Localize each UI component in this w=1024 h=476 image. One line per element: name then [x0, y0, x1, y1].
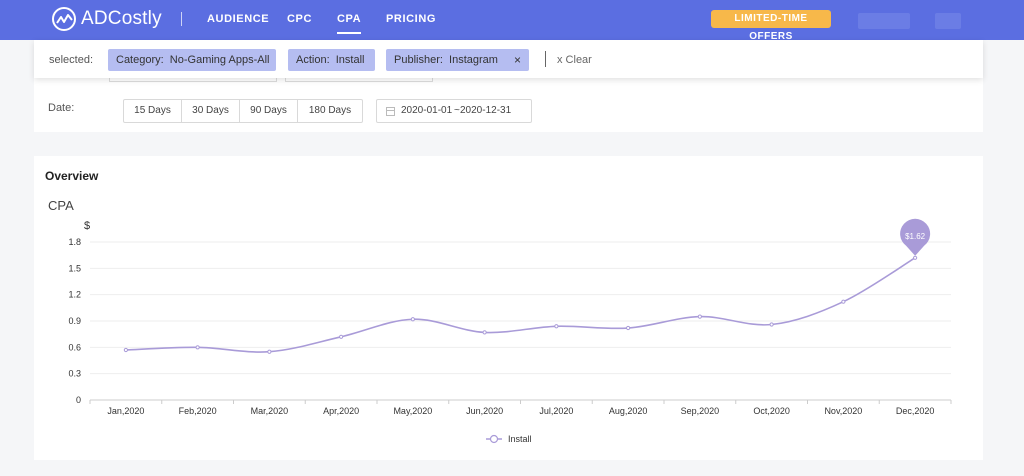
- chip-action[interactable]: Action: Install: [288, 49, 375, 71]
- chip-category-label: Category: No-Gaming Apps-All: [116, 54, 270, 66]
- filter-dropdown-edge[interactable]: [109, 76, 277, 82]
- preset-180-days[interactable]: 180 Days: [308, 105, 352, 116]
- x-tick-label: Feb,2020: [179, 406, 217, 416]
- preset-15-days[interactable]: 15 Days: [124, 100, 182, 122]
- limited-offers-button[interactable]: LIMITED-TIME OFFERS: [711, 10, 831, 42]
- x-tick-label: May,2020: [393, 406, 432, 416]
- x-tick-label: Aug,2020: [609, 406, 648, 416]
- y-tick-label: 0.9: [68, 316, 81, 326]
- y-tick-label: 1.2: [68, 290, 81, 300]
- nav-audience[interactable]: AUDIENCE: [207, 13, 270, 25]
- nav-cpa[interactable]: CPA: [337, 13, 362, 34]
- data-point: [123, 347, 128, 353]
- data-point: [482, 330, 487, 335]
- y-tick-label: 0: [76, 395, 81, 405]
- brand-name: ADCostly: [81, 8, 162, 29]
- data-point: [339, 334, 344, 339]
- data-point: [410, 317, 415, 322]
- remove-chip-icon[interactable]: ×: [513, 53, 521, 67]
- clear-filters-button[interactable]: x Clear: [557, 54, 592, 66]
- top-nav-bar: ADCostly AUDIENCE CPC CPA PRICING LIMITE…: [0, 0, 1024, 42]
- y-axis-unit: $: [84, 220, 90, 232]
- selected-label: selected:: [49, 54, 94, 66]
- data-point: [554, 324, 559, 329]
- data-point: [267, 349, 272, 354]
- account-placeholder[interactable]: [858, 13, 910, 29]
- range-end: 2020-12-31: [460, 105, 512, 116]
- y-tick-label: 0.6: [68, 342, 81, 352]
- x-tick-label: Jun,2020: [466, 406, 503, 416]
- max-value-pin: [900, 218, 931, 256]
- brand-logo[interactable]: ADCostly: [52, 7, 162, 31]
- chip-publisher-label: Publisher: Instagram: [394, 54, 498, 66]
- series-line-install: [125, 257, 916, 353]
- nav-cpc[interactable]: CPC: [287, 13, 313, 25]
- filter-dropdown-edge[interactable]: [285, 76, 433, 82]
- date-label: Date:: [48, 102, 75, 114]
- x-tick-label: Apr,2020: [323, 406, 359, 416]
- data-point: [841, 299, 846, 304]
- legend-marker: [489, 434, 499, 444]
- chart-title: CPA: [48, 198, 74, 213]
- legend-label-install: Install: [508, 434, 532, 444]
- data-point: [195, 345, 200, 350]
- chip-category[interactable]: Category: No-Gaming Apps-All: [108, 49, 276, 71]
- overview-title: Overview: [45, 169, 99, 183]
- chip-action-label: Action: Install: [296, 54, 365, 66]
- x-tick-label: Jul,2020: [539, 406, 573, 416]
- cpa-line-chart: $0 0.3 0.6 0.9 1.2 1.5 1.8 Jan,2020 Feb,2020 Mar,…: [68, 218, 952, 444]
- chip-publisher[interactable]: Publisher: Instagram ×: [386, 49, 529, 71]
- range-separator: ~: [454, 105, 460, 116]
- y-tick-label: 1.8: [68, 237, 81, 247]
- logo-icon: [52, 7, 76, 31]
- selected-filters-bar: selected: Category: No-Gaming Apps-All A…: [34, 40, 983, 78]
- x-tick-label: Jan,2020: [107, 406, 144, 416]
- calendar-icon: [386, 107, 395, 116]
- x-tick-label: Nov,2020: [824, 406, 862, 416]
- data-point: [913, 255, 918, 260]
- data-point: [769, 322, 774, 327]
- x-tick-label: Sep,2020: [681, 406, 720, 416]
- y-tick-label: 1.5: [68, 263, 81, 273]
- date-range-picker[interactable]: 2020-01-01 ~ 2020-12-31: [376, 99, 532, 123]
- nav-divider: [181, 12, 182, 26]
- data-point: [697, 314, 702, 319]
- nav-pricing[interactable]: PRICING: [386, 13, 437, 25]
- data-point: [626, 325, 631, 331]
- preset-30-days[interactable]: 30 Days: [182, 100, 240, 122]
- x-tick-label: Oct,2020: [753, 406, 790, 416]
- y-tick-label: 0.3: [68, 369, 81, 379]
- range-start: 2020-01-01: [401, 105, 453, 116]
- max-value-label: $1.62: [905, 232, 926, 241]
- date-range-presets: 15 Days 30 Days 90 Days 180 Days: [123, 99, 363, 123]
- x-tick-label: Dec,2020: [896, 406, 935, 416]
- preset-90-days[interactable]: 90 Days: [240, 100, 298, 122]
- overview-card: Overview CPA $0 0.3 0.6 0.9 1.2 1.5 1.8 Jan,202…: [34, 156, 983, 460]
- x-tick-label: Mar,2020: [251, 406, 289, 416]
- clear-divider: [545, 51, 546, 67]
- menu-placeholder[interactable]: [935, 13, 961, 29]
